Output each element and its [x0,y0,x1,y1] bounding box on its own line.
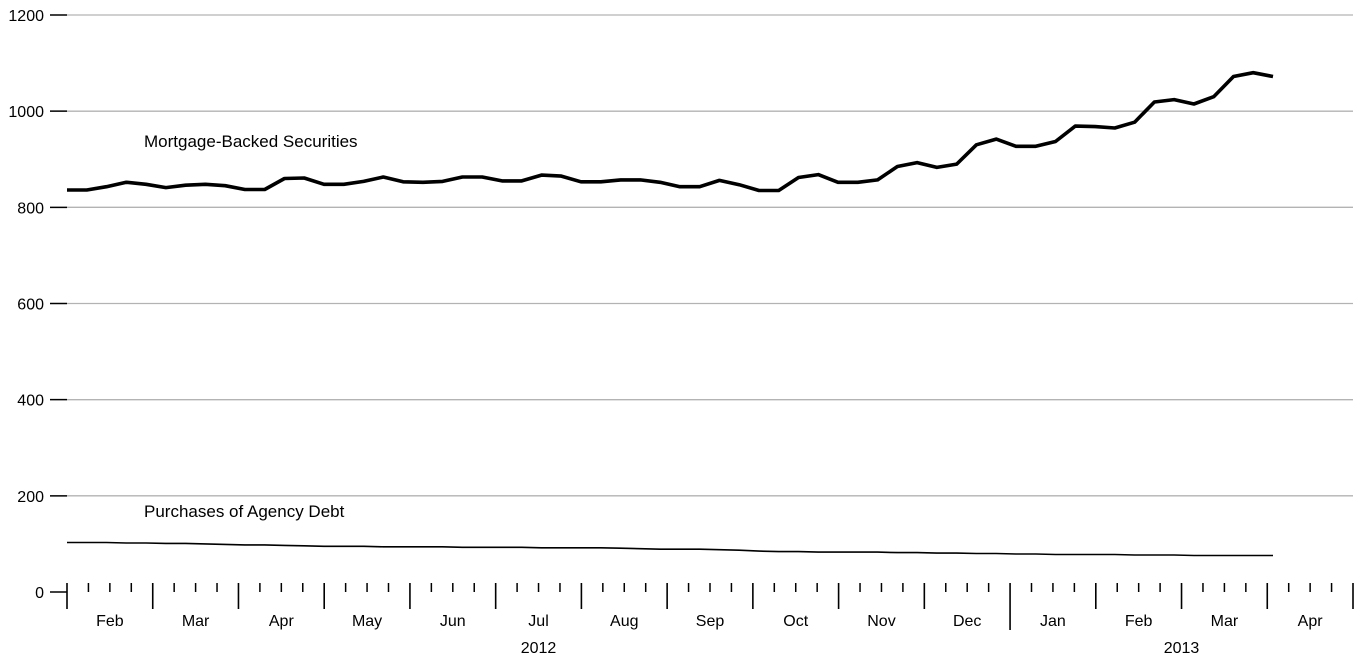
y-tick-label: 600 [17,297,44,314]
series-line-agency-debt [67,541,1273,557]
y-tick-label: 200 [17,489,44,506]
x-month-label: May [352,613,382,630]
x-year-label: 2013 [1164,640,1200,657]
series-label: Purchases of Agency Debt [144,502,345,521]
x-month-label: Oct [783,613,808,630]
x-month-label: Feb [1125,613,1153,630]
series-line-mbs [67,70,1274,193]
y-tick-label: 0 [35,585,44,602]
y-axis: 0 200 400 600 800 1000 1200 [8,8,67,602]
x-month-label: Apr [1298,613,1324,630]
series-label: Mortgage-Backed Securities [144,132,358,151]
x-month-label: Mar [182,613,210,630]
y-tick-label: 1200 [8,8,44,25]
y-tick-label: 400 [17,393,44,410]
x-month-label: Nov [867,613,895,630]
x-month-label: Jan [1040,613,1066,630]
y-tick-label: 1000 [8,104,44,121]
x-month-label: Dec [953,613,981,630]
gridlines [67,14,1353,497]
x-axis: Feb Mar Apr May Jun Jul Aug Sep Oct Nov Dec Jan Feb M… [66,583,1354,657]
y-tick-label: 800 [17,200,44,217]
x-year-label: 2012 [521,640,557,657]
x-month-label: Aug [610,613,638,630]
x-month-label: Jul [528,613,548,630]
x-month-label: Apr [269,613,295,630]
x-month-label: Feb [96,613,124,630]
x-month-label: Mar [1211,613,1239,630]
x-month-label: Sep [696,613,725,630]
series-layer: Mortgage-Backed Securities Purchases of A… [67,70,1274,557]
x-month-label: Jun [440,613,466,630]
